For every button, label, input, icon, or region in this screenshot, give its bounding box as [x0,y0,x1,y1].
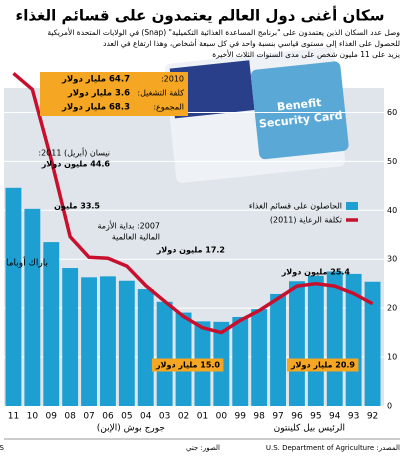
y-tick-label: 40 [387,206,397,215]
annotation: المالية العالمية [112,233,160,242]
x-tick-label: 02 [178,412,189,422]
legend-swatch [346,202,358,210]
x-tick-label: 93 [348,412,359,422]
title: سكان أغنى دول العالم يعتمدون على قسائم ا… [16,6,385,25]
info-box-text: المجموع: [153,103,184,112]
x-tick-label: 07 [83,412,94,422]
line [12,71,374,335]
subtitle: يزيد على 11 مليون شخص على مدى السنوات ال… [212,49,400,59]
bar [345,273,362,406]
info-box-text: كلفة التشغيل: [137,89,184,98]
bar [326,271,343,406]
footer: © GRAPHIC NEWS [0,444,5,452]
bar [289,281,305,406]
bar [43,242,60,406]
info-box-text: 64.7 مليار دولار [61,75,130,85]
info-box-text: 3.6 مليار دولار [67,89,130,99]
president-label: باراك أوباما [6,257,48,269]
x-tick-label: 03 [159,412,170,422]
x-tick-label: 04 [140,412,152,422]
x-tick-label: 08 [64,412,76,422]
bar [100,276,116,406]
bar [251,309,268,406]
bar [62,268,79,406]
bar [232,316,249,406]
bar [118,280,135,406]
president-label: جورج بوش (الإبن) [97,424,165,434]
x-tick-label: 92 [367,412,378,422]
x-tick-label: 98 [253,412,265,422]
bar [307,275,324,406]
x-tick-label: 96 [291,412,303,422]
footer: الصور: جتي [186,444,220,452]
y-tick-label: 50 [387,157,397,166]
x-tick-label: 06 [102,412,114,422]
annotation: 17.2 مليون دولار [156,246,225,255]
annotation: 20.9 مليار دولار [290,361,355,370]
x-tick-label: 11 [8,412,19,422]
bar [5,187,22,406]
y-tick-label: 30 [387,255,397,264]
annotation-bg [151,358,224,372]
svg-text:Benefit: Benefit [276,96,322,114]
annotation: 44.6 مليون دولار [41,160,111,169]
y-tick-label: 20 [387,304,397,313]
x-tick-label: 09 [46,412,58,422]
bar [24,208,41,406]
bar [270,293,286,406]
president-label: الرئيس بيل كلينتون [274,424,345,434]
bar [137,289,154,406]
x-tick-label: 01 [197,412,208,422]
legend-label: الحاصلون على قسائم الغذاء [249,202,342,211]
x-tick-label: 10 [27,412,39,422]
subtitle: وصل عدد السكان الذين يعتمدون على "برنامج… [47,27,400,37]
annotation: 2007: بداية الأزمة [97,221,160,231]
y-tick-label: 60 [387,108,397,117]
y-tick-label: 0 [387,402,392,411]
annotation: 25.4 مليون دولار [281,268,351,277]
info-box-text: 68.3 مليار دولار [61,103,130,113]
info-box-text: 2010: [161,75,184,84]
subtitle: للحصول على الغذاء إلى مستوى قياسي بنسبة … [103,38,400,48]
x-tick-label: 95 [310,412,321,422]
annotation-bg [286,358,359,372]
bar [156,301,173,406]
footer: المصدر: U.S. Department of Agriculture [266,444,400,452]
annotation: 15.0 مليار دولار [155,361,220,370]
annotation: نيسان (أبريل) 2011: [38,148,110,158]
x-tick-label: 05 [121,412,132,422]
y-tick-label: 10 [387,353,397,362]
card: Benefit Security Card [164,47,349,183]
x-tick-label: 97 [272,412,283,422]
bar [81,277,97,406]
annotation: 33.5 مليون [54,202,100,211]
info-box [40,72,188,116]
x-tick-label: 99 [235,412,247,422]
x-tick-label: 94 [329,412,341,422]
legend-label: تكلفة الرعاية (2011) [270,216,342,225]
bar [364,281,381,406]
x-tick-label: 00 [216,412,228,422]
